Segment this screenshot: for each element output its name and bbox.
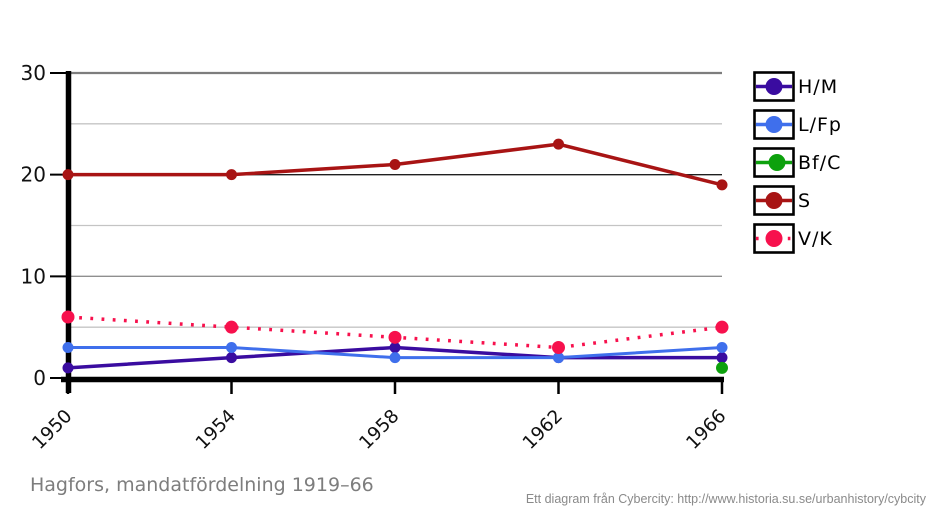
y-tick-label: 10 bbox=[21, 264, 46, 288]
legend-marker-icon bbox=[753, 71, 795, 102]
legend-marker-icon bbox=[753, 223, 795, 254]
legend-marker-icon bbox=[753, 185, 795, 216]
data-point-s bbox=[553, 138, 564, 150]
legend-marker-icon bbox=[753, 147, 795, 178]
y-tick-label: 30 bbox=[21, 61, 46, 85]
data-point-h-m bbox=[389, 342, 401, 353]
x-tick-label: 1958 bbox=[355, 406, 403, 454]
legend-label: H/M bbox=[798, 75, 839, 98]
y-tick-label: 20 bbox=[21, 163, 46, 187]
legend-item-h-m: H/M bbox=[753, 71, 842, 102]
data-point-v-k bbox=[552, 341, 565, 354]
x-tick-label: 1950 bbox=[28, 406, 76, 454]
chart-title: Hagfors, mandatfördelning 1919–66 bbox=[30, 474, 374, 496]
legend-label: V/K bbox=[798, 227, 833, 250]
data-point-v-k bbox=[61, 310, 75, 324]
data-point-l-fp bbox=[62, 342, 74, 353]
data-point-h-m bbox=[716, 352, 728, 364]
legend-item-s: S bbox=[753, 185, 842, 216]
data-point-h-m bbox=[226, 352, 237, 364]
data-point-l-fp bbox=[226, 342, 237, 353]
data-point-h-m bbox=[62, 362, 74, 374]
data-point-l-fp bbox=[389, 352, 401, 364]
legend-label: Bf/C bbox=[798, 151, 842, 174]
legend-label: L/Fp bbox=[798, 113, 842, 136]
data-point-l-fp bbox=[553, 352, 564, 364]
data-point-v-k bbox=[715, 320, 729, 334]
data-point-s bbox=[62, 169, 74, 181]
legend-item-l-fp: L/Fp bbox=[753, 109, 842, 140]
data-point-v-k bbox=[388, 330, 402, 344]
data-point-s bbox=[716, 179, 728, 191]
data-point-bf-c bbox=[716, 361, 728, 374]
data-point-l-fp bbox=[716, 342, 728, 353]
legend-item-bf-c: Bf/C bbox=[753, 147, 842, 178]
y-tick-label: 0 bbox=[33, 366, 46, 390]
legend: H/M L/Fp Bf/C S V/K bbox=[753, 71, 842, 261]
attribution-text: Ett diagram från Cybercity: http://www.h… bbox=[525, 492, 926, 506]
x-tick-label: 1954 bbox=[192, 406, 240, 454]
legend-item-v-k: V/K bbox=[753, 223, 842, 254]
data-point-v-k bbox=[225, 320, 238, 334]
data-point-s bbox=[226, 169, 237, 181]
x-tick-label: 1966 bbox=[682, 406, 730, 454]
data-point-s bbox=[389, 159, 401, 170]
legend-label: S bbox=[798, 189, 812, 212]
x-tick-label: 1962 bbox=[519, 406, 567, 454]
legend-marker-icon bbox=[753, 109, 795, 140]
